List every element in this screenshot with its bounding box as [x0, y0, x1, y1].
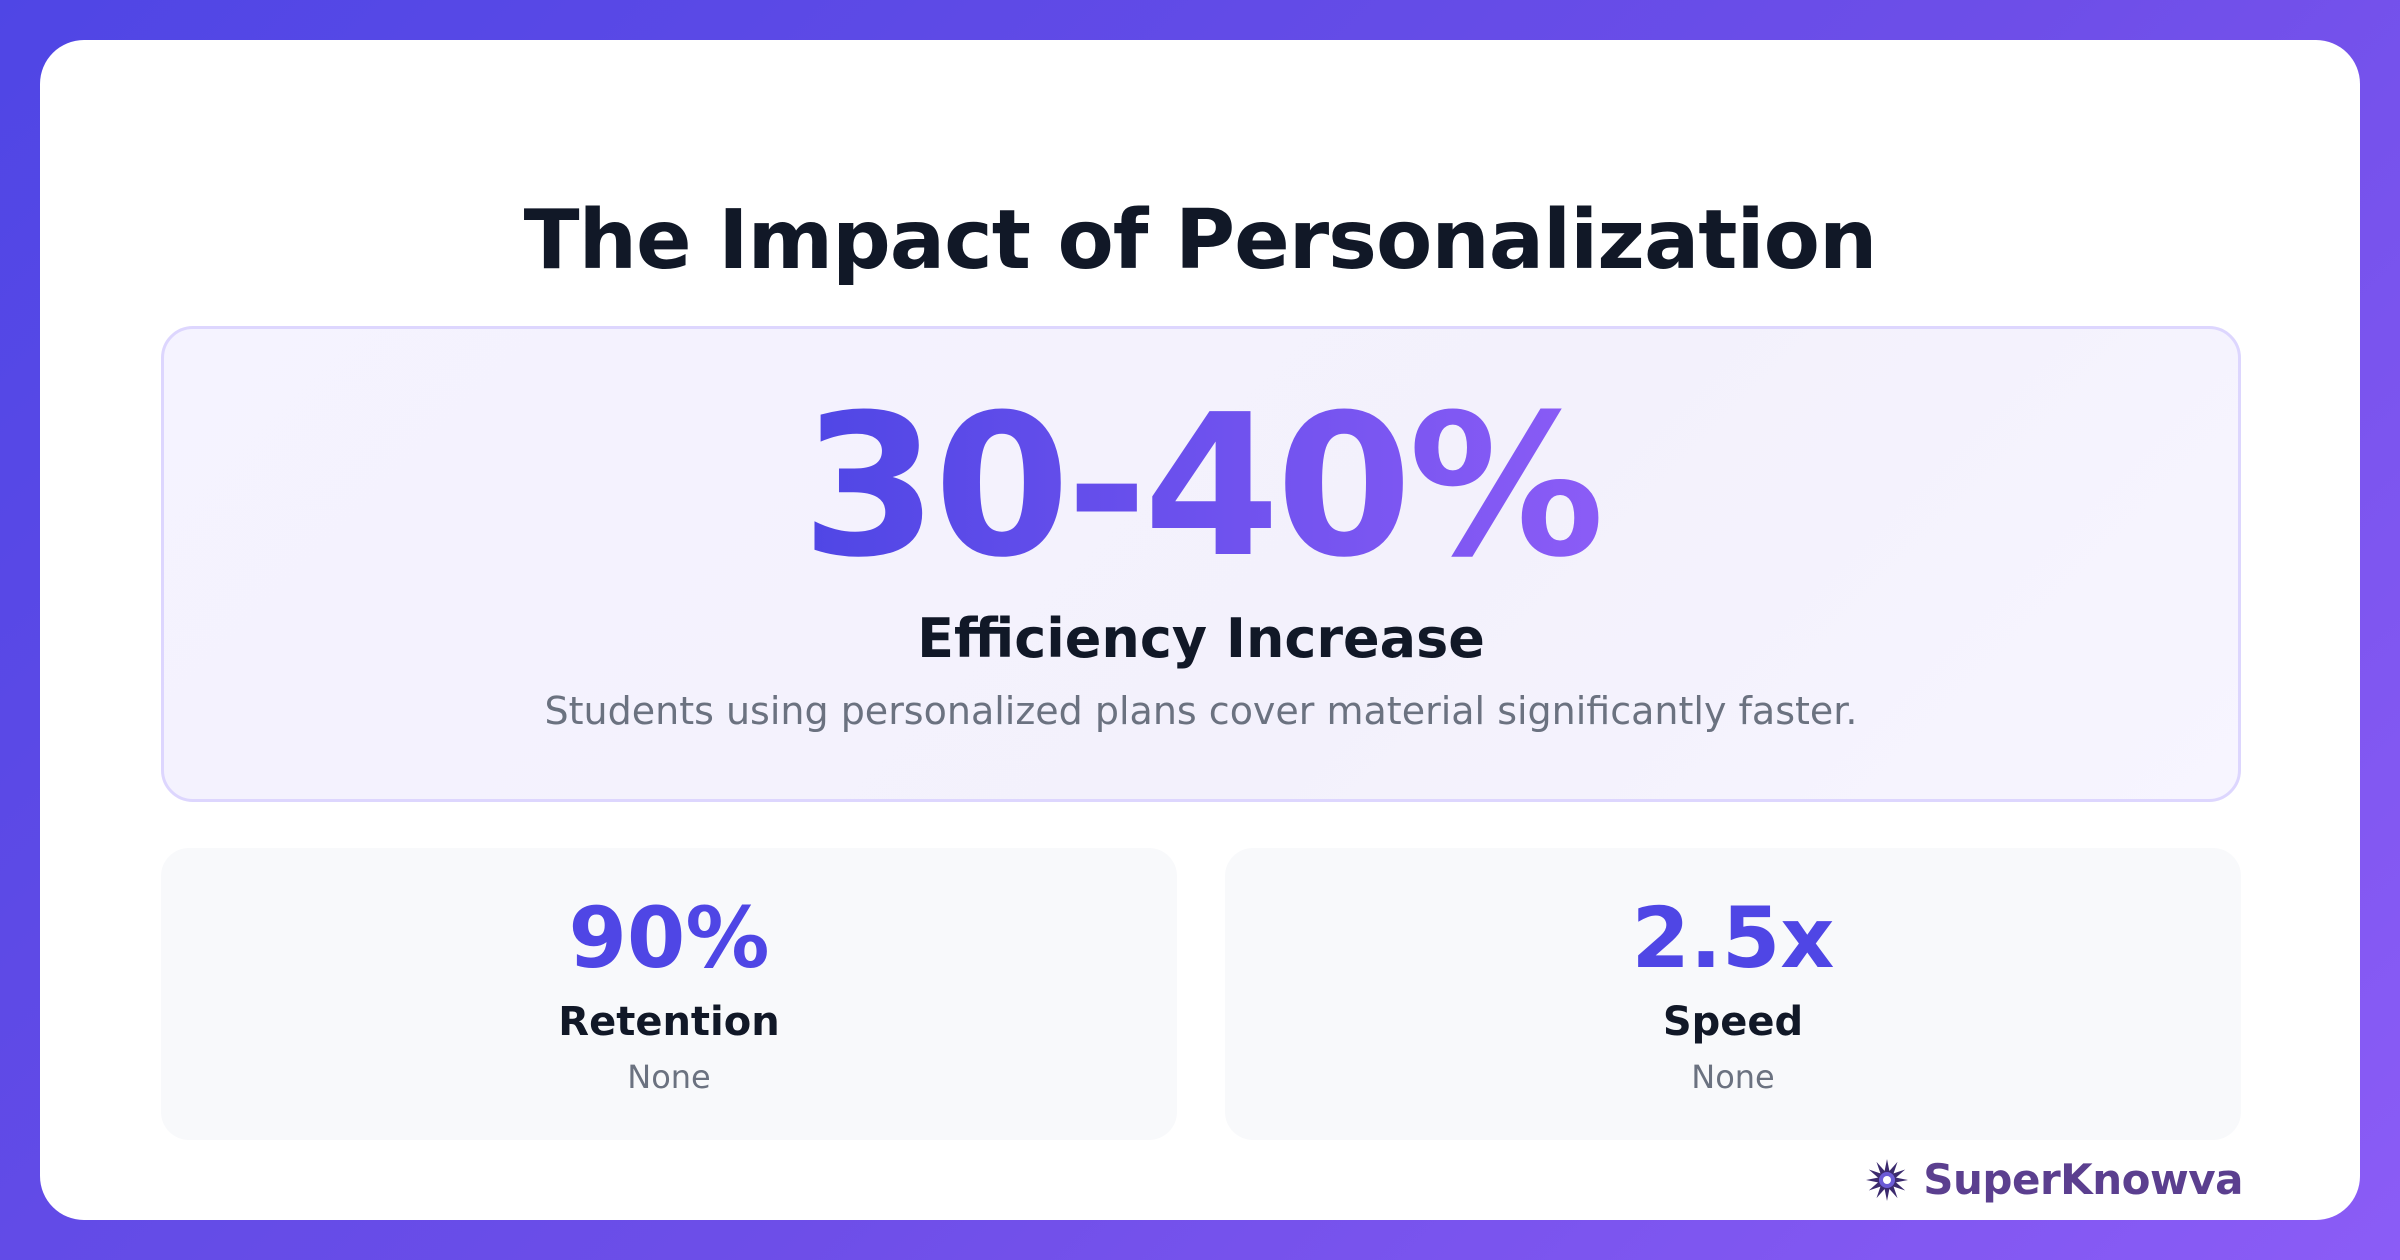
brand-name: SuperKnowva: [1923, 1155, 2243, 1204]
stat-value: 90%: [568, 889, 770, 987]
stat-label: Retention: [558, 999, 780, 1045]
stat-card-retention: 90% Retention None: [161, 848, 1177, 1140]
stat-value: 2.5x: [1631, 889, 1835, 987]
brand-lockup: SuperKnowva: [1865, 1150, 2243, 1210]
hero-stat-label: Efficiency Increase: [917, 607, 1485, 670]
stat-subtext: None: [627, 1058, 711, 1096]
starburst-logo-icon: [1866, 1159, 1909, 1201]
content-card: The Impact of Personalization 30-40% Eff…: [40, 40, 2360, 1220]
hero-stat-card: 30-40% Efficiency Increase Students usin…: [161, 326, 2241, 802]
page-title: The Impact of Personalization: [523, 193, 1878, 288]
hero-stat-description: Students using personalized plans cover …: [544, 689, 1858, 733]
hero-stat-value: 30-40%: [164, 389, 2238, 585]
hero-stat-value-text: 30-40%: [801, 373, 1604, 601]
stat-card-speed: 2.5x Speed None: [1225, 848, 2241, 1140]
stat-label: Speed: [1662, 999, 1804, 1045]
stat-subtext: None: [1691, 1058, 1775, 1096]
